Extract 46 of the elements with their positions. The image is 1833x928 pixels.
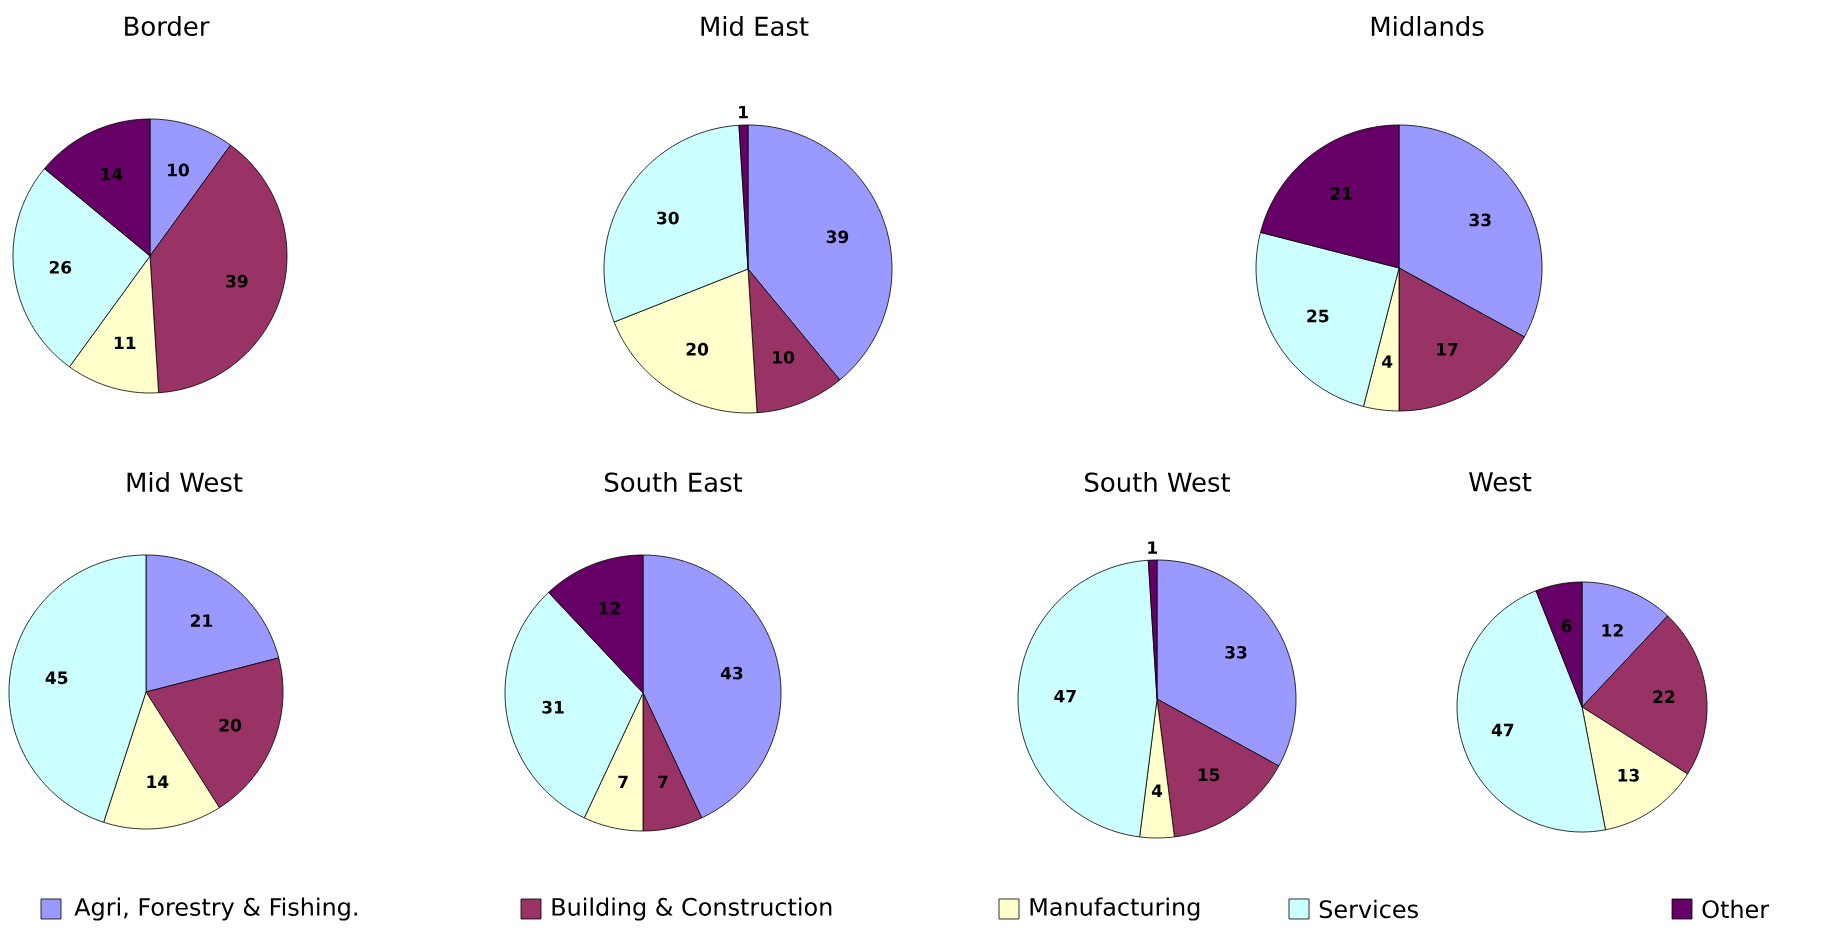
chart-title: Mid West (127, 471, 243, 493)
data-label: 7 (618, 775, 628, 789)
data-label: 39 (826, 230, 849, 244)
legend-label: Building & Construction (552, 897, 832, 921)
data-label: 20 (686, 342, 709, 356)
data-label: 4 (1151, 784, 1163, 797)
chart-title: West (1469, 472, 1532, 492)
chart-title: Midlands (1371, 15, 1484, 37)
legend-label: Agri, Forestry & Fishing. (74, 897, 357, 921)
data-label: 47 (1491, 723, 1514, 737)
data-label: 10 (168, 163, 189, 177)
chart-title: Border (125, 15, 210, 37)
data-label: 33 (1469, 213, 1491, 227)
data-label: 31 (542, 700, 564, 714)
data-label: 7 (658, 775, 668, 789)
data-label: 1 (739, 105, 748, 119)
data-label: 47 (1054, 689, 1076, 703)
chart-title: Mid East (701, 15, 809, 37)
data-label: 12 (1602, 623, 1623, 637)
data-label: 21 (190, 614, 213, 627)
data-label: 11 (114, 336, 136, 349)
data-label: 22 (1653, 690, 1675, 703)
data-label: 13 (1618, 768, 1639, 782)
data-label: 45 (45, 671, 68, 685)
data-label: 15 (1198, 768, 1220, 782)
data-label: 14 (101, 168, 123, 181)
chart-title: South East (605, 471, 743, 493)
data-label: 1 (1148, 541, 1158, 554)
data-label: 10 (773, 350, 794, 364)
data-label: 6 (1561, 619, 1572, 633)
legend-label: Manufacturing (1030, 897, 1200, 921)
data-label: 17 (1437, 343, 1458, 356)
data-label: 21 (1330, 187, 1352, 200)
data-label: 43 (720, 666, 743, 680)
data-label: 20 (219, 718, 242, 732)
data-label: 25 (1307, 309, 1329, 323)
data-label: 4 (1382, 355, 1393, 368)
chart-title: South West (1085, 471, 1231, 493)
data-label: 39 (226, 274, 248, 288)
data-label: 33 (1225, 645, 1247, 659)
legend-label: Services (1319, 899, 1418, 919)
data-label: 12 (599, 602, 620, 615)
legend-label: Other (1702, 899, 1770, 919)
data-label: 14 (147, 775, 169, 788)
data-label: 26 (49, 260, 72, 274)
data-label: 30 (657, 211, 679, 225)
